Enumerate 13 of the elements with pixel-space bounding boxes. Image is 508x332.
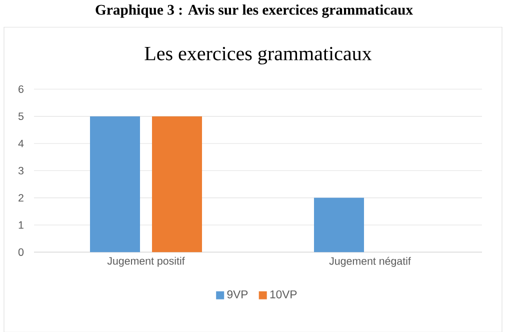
y-tick-label: 2: [18, 194, 24, 202]
y-tick-label: 6: [18, 85, 24, 93]
legend-label: 9VP: [227, 290, 248, 298]
y-tick-label: 5: [18, 112, 24, 120]
legend-label: 10VP: [270, 290, 297, 298]
y-tick-label: 0: [18, 248, 24, 256]
x-tick-label: Jugement positif: [107, 256, 185, 267]
y-tick-label: 3: [18, 166, 24, 174]
chart-subtitle: Les exercices grammaticaux: [144, 46, 372, 64]
y-tick-label: 1: [18, 221, 24, 228]
y-tick-label: 4: [18, 140, 24, 147]
x-tick-label: Jugement négatif: [329, 256, 411, 267]
chart-title: Graphique 3 : Avis sur les exercices grammaticaux: [96, 4, 413, 18]
